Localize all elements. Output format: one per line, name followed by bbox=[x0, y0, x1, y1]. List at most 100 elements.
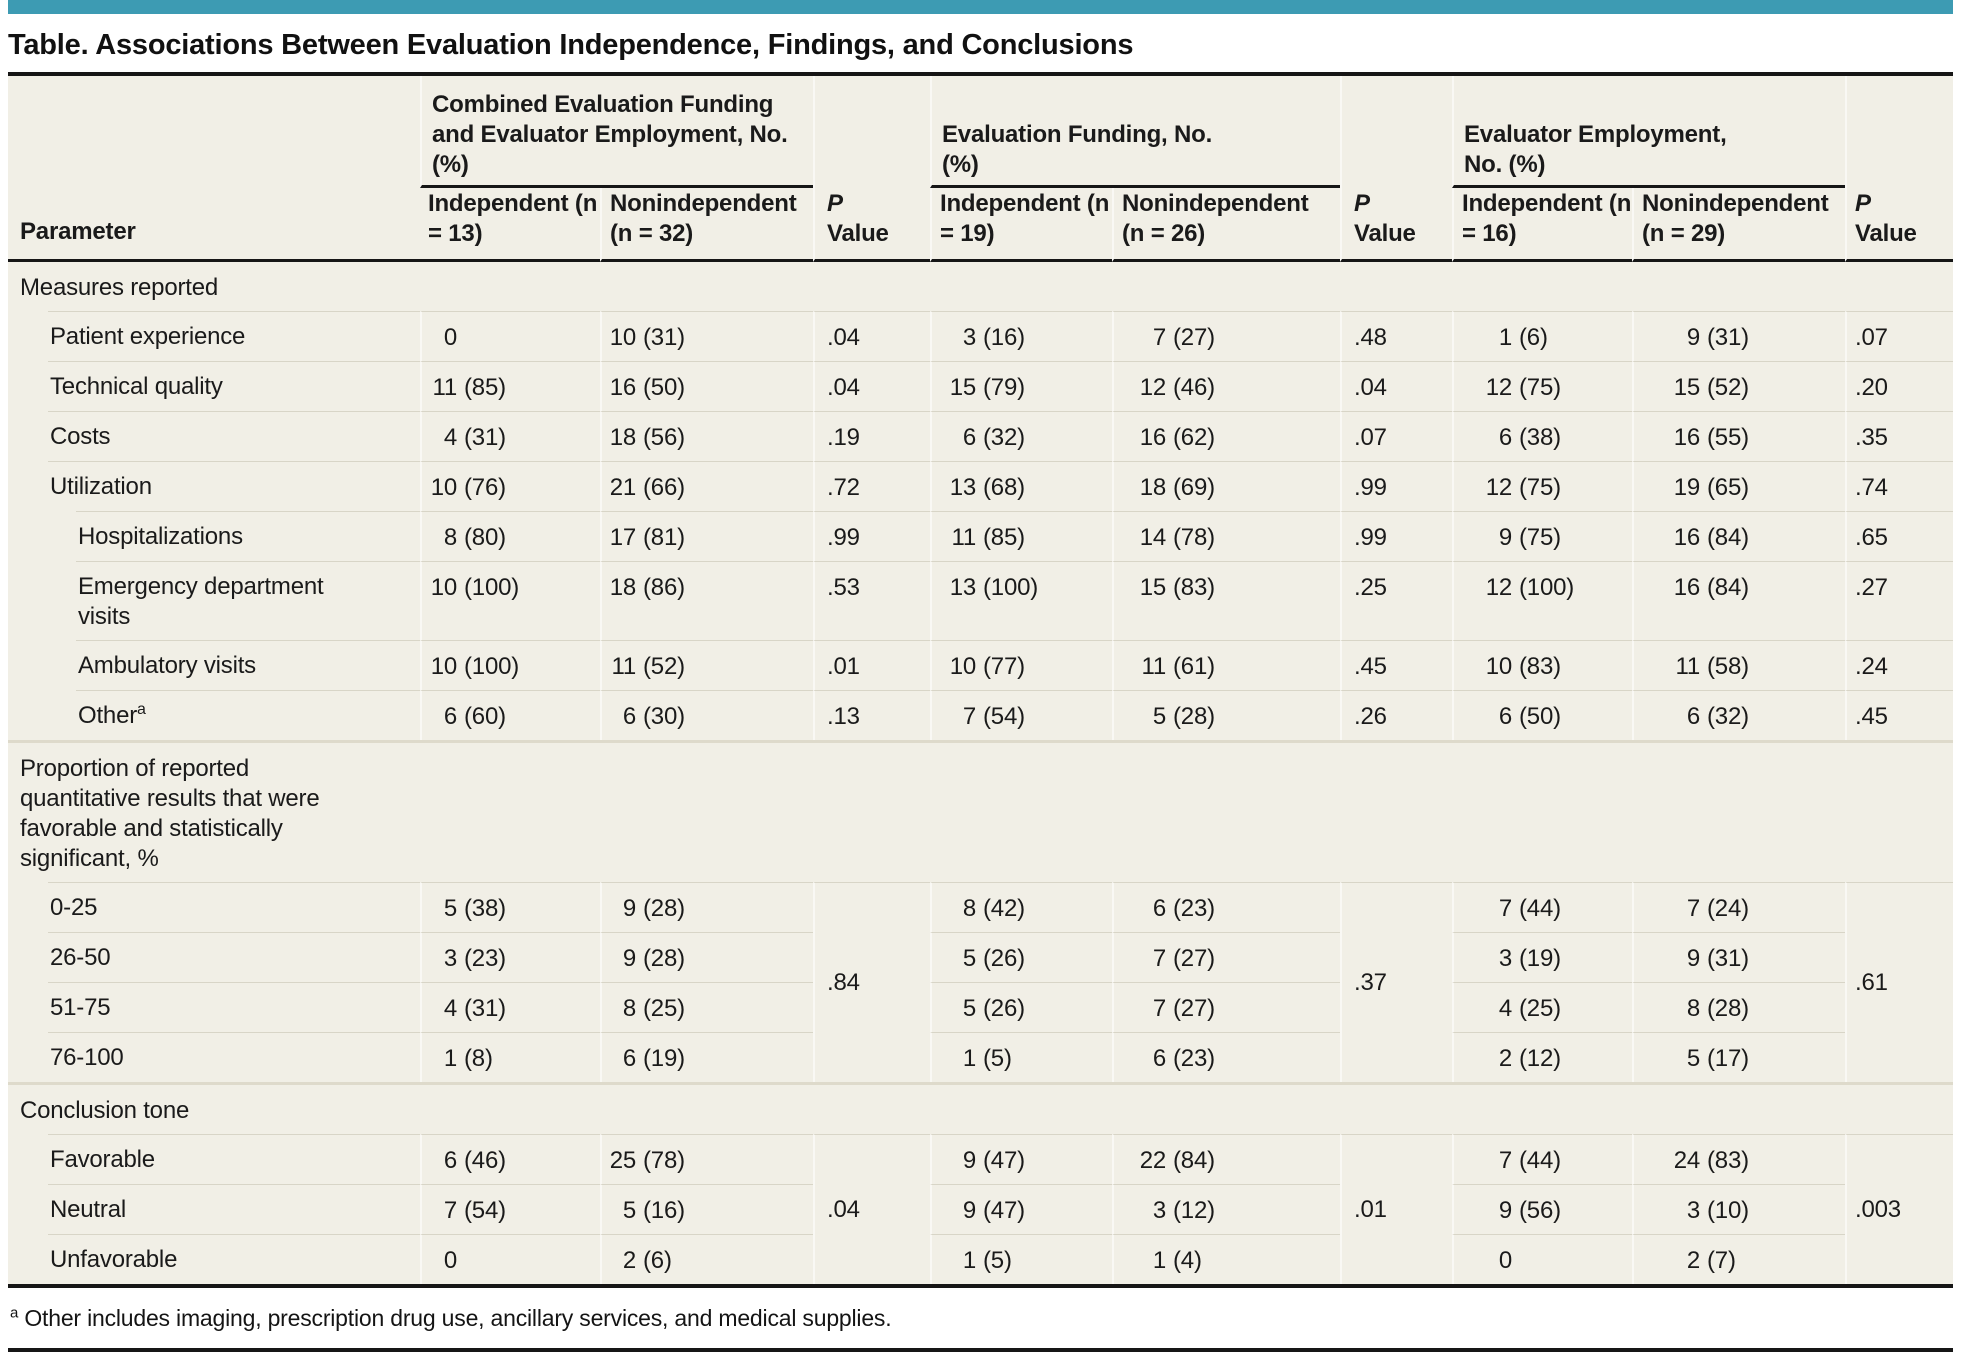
count-value: 16 bbox=[1139, 424, 1166, 451]
percent-value: (47) bbox=[983, 1197, 1025, 1224]
table-header: Parameter Combined Evaluation Funding an… bbox=[8, 76, 1953, 262]
percent-value: (52) bbox=[643, 653, 685, 680]
value-cell: 9 (47) bbox=[930, 1184, 1112, 1234]
value-cell: 16 (50) bbox=[600, 361, 813, 411]
count-value: 3 bbox=[1498, 945, 1512, 972]
count-value: 9 bbox=[962, 1147, 976, 1174]
count-value: 8 bbox=[962, 895, 976, 922]
row-label-cell: 76-100 bbox=[8, 1032, 420, 1082]
count-value: 11 bbox=[432, 374, 457, 401]
p-value-cell: .74 bbox=[1845, 461, 1953, 511]
table-row: 76-100 1 (8) 6 (19) 1 (5) 6 (23) 2 (12) 5 (17) bbox=[8, 1032, 1953, 1082]
percent-value: (25) bbox=[643, 995, 685, 1022]
percent-value: (31) bbox=[464, 995, 506, 1022]
percent-value: (75) bbox=[1519, 474, 1561, 501]
row-label-cell: Favorable bbox=[8, 1134, 420, 1184]
top-accent-bar bbox=[8, 0, 1953, 14]
value-cell: 6 (23) bbox=[1112, 1032, 1340, 1082]
value-cell: 9 (28) bbox=[600, 932, 813, 982]
count-value: 6 bbox=[1498, 703, 1512, 730]
section-label: Proportion of reported quantitative resu… bbox=[20, 755, 320, 872]
percent-value: (25) bbox=[1519, 995, 1561, 1022]
table-row: Technical quality 11 (85) 16 (50) .04 15 (79) 12… bbox=[8, 361, 1953, 411]
value-cell: 17 (81) bbox=[600, 511, 813, 561]
percent-value: (27) bbox=[1173, 945, 1215, 972]
percent-value: (19) bbox=[1519, 945, 1561, 972]
value-cell: 10 (100) bbox=[420, 640, 600, 690]
p-value-cell: .72 bbox=[813, 461, 930, 511]
value-cell: 13 (100) bbox=[930, 561, 1112, 640]
percent-value: (19) bbox=[643, 1045, 685, 1072]
row-label: Unfavorable bbox=[50, 1246, 178, 1273]
count-value: 1 bbox=[962, 1247, 976, 1274]
percent-value: (24) bbox=[1707, 895, 1749, 922]
value-cell: 22 (84) bbox=[1112, 1134, 1340, 1184]
p-value-cell: .003 bbox=[1845, 1134, 1953, 1284]
row-label: 51-75 bbox=[50, 994, 111, 1021]
percent-value: (8) bbox=[464, 1045, 493, 1072]
percent-value: (50) bbox=[643, 374, 685, 401]
percent-value: (75) bbox=[1519, 374, 1561, 401]
percent-value: (38) bbox=[464, 895, 506, 922]
row-label-cell: 51-75 bbox=[8, 982, 420, 1032]
percent-value: (83) bbox=[1707, 1147, 1749, 1174]
row-label: Costs bbox=[50, 423, 111, 450]
value-cell: 3 (10) bbox=[1632, 1184, 1845, 1234]
percent-value: (86) bbox=[643, 574, 685, 601]
value-cell: 3 (12) bbox=[1112, 1184, 1340, 1234]
value-cell: 7 (54) bbox=[930, 690, 1112, 740]
percent-value: (23) bbox=[464, 945, 506, 972]
percent-value: (31) bbox=[1707, 324, 1749, 351]
count-value: 19 bbox=[1673, 474, 1700, 501]
value-cell: 6 (32) bbox=[930, 411, 1112, 461]
count-value: 7 bbox=[1152, 945, 1166, 972]
percent-value: (44) bbox=[1519, 895, 1561, 922]
percent-value: (27) bbox=[1173, 995, 1215, 1022]
value-cell: 5 (16) bbox=[600, 1184, 813, 1234]
value-cell: 3 (23) bbox=[420, 932, 600, 982]
value-cell: 1 (5) bbox=[930, 1234, 1112, 1284]
value-cell: 11 (58) bbox=[1632, 640, 1845, 690]
count-value: 3 bbox=[1152, 1197, 1166, 1224]
count-value: 16 bbox=[1673, 424, 1700, 451]
count-value: 3 bbox=[962, 324, 976, 351]
count-value: 21 bbox=[609, 474, 636, 501]
value-cell: 12 (46) bbox=[1112, 361, 1340, 411]
p-value-cell: .13 bbox=[813, 690, 930, 740]
percent-value: (83) bbox=[1519, 653, 1561, 680]
value-cell: 6 (50) bbox=[1452, 690, 1632, 740]
percent-value: (16) bbox=[643, 1197, 685, 1224]
percent-value: (85) bbox=[464, 374, 506, 401]
count-value: 5 bbox=[962, 945, 976, 972]
value-cell: 11 (85) bbox=[930, 511, 1112, 561]
table-row: Neutral 7 (54) 5 (16) 9 (47) 3 (12) 9 (56) 3 (10) bbox=[8, 1184, 1953, 1234]
value-cell: 2 (7) bbox=[1632, 1234, 1845, 1284]
footnote: a Other includes imaging, prescription d… bbox=[10, 1304, 1963, 1332]
percent-value: (30) bbox=[643, 703, 685, 730]
count-value: 24 bbox=[1673, 1147, 1700, 1174]
value-cell: 7 (44) bbox=[1452, 882, 1632, 932]
percent-value: (83) bbox=[1173, 574, 1215, 601]
p-value-cell: .25 bbox=[1340, 561, 1452, 640]
group-header-evaluation-funding: Evaluation Funding, No. (%) bbox=[930, 76, 1340, 188]
row-label-cell: Technical quality bbox=[8, 361, 420, 411]
value-cell: 8 (42) bbox=[930, 882, 1112, 932]
percent-value: (23) bbox=[1173, 1045, 1215, 1072]
percent-value: (27) bbox=[1173, 324, 1215, 351]
percent-value: (28) bbox=[643, 945, 685, 972]
percent-value: (80) bbox=[464, 524, 506, 551]
value-cell: 5 (26) bbox=[930, 932, 1112, 982]
percent-value: (32) bbox=[983, 424, 1025, 451]
col-header-g3-p-value: P Value bbox=[1845, 188, 1953, 262]
row-label: Technical quality bbox=[50, 373, 223, 400]
value-cell: 11 (61) bbox=[1112, 640, 1340, 690]
p-value-cell: .37 bbox=[1340, 882, 1452, 1082]
value-cell: 8 (28) bbox=[1632, 982, 1845, 1032]
parameter-column-header: Parameter bbox=[8, 76, 420, 262]
percent-value: (78) bbox=[1173, 524, 1215, 551]
table-row: Utilization 10 (76) 21 (66) .72 13 (68) 18 (69) .9… bbox=[8, 461, 1953, 511]
value-cell: 18 (86) bbox=[600, 561, 813, 640]
count-value: 2 bbox=[1686, 1247, 1700, 1274]
count-value: 14 bbox=[1139, 524, 1166, 551]
percent-value: (81) bbox=[643, 524, 685, 551]
